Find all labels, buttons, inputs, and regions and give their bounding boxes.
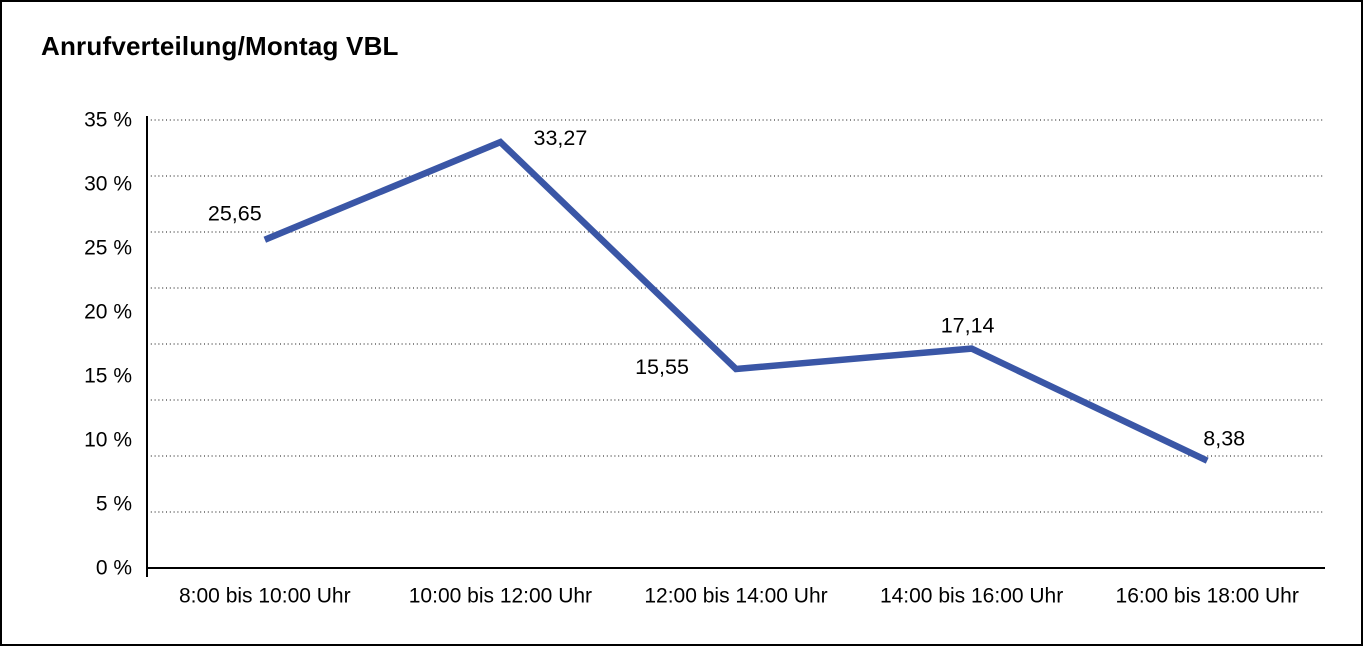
- y-axis-tick-label: 20 %: [84, 301, 132, 324]
- value-label: 25,65: [208, 202, 262, 226]
- y-axis-tick-label: 0 %: [96, 557, 132, 580]
- y-axis-tick-label: 10 %: [84, 429, 132, 452]
- x-axis-category-label: 14:00 bis 16:00 Uhr: [880, 585, 1063, 608]
- value-label: 15,55: [635, 355, 689, 379]
- value-label: 33,27: [533, 126, 587, 150]
- value-label: 17,14: [941, 314, 995, 338]
- x-axis-category-label: 8:00 bis 10:00 Uhr: [179, 585, 351, 608]
- x-axis-category-label: 10:00 bis 12:00 Uhr: [409, 585, 592, 608]
- y-axis-tick-label: 25 %: [84, 237, 132, 260]
- value-label: 8,38: [1203, 427, 1245, 451]
- series-line: [263, 138, 1209, 464]
- y-axis-tick-label: 5 %: [96, 493, 132, 516]
- y-axis-tick-label: 15 %: [84, 365, 132, 388]
- y-axis-tick-label: 30 %: [84, 173, 132, 196]
- x-axis-category-label: 12:00 bis 14:00 Uhr: [644, 585, 827, 608]
- chart-title: Anrufverteilung/Montag VBL: [41, 31, 399, 61]
- y-axis-tick-label: 35 %: [84, 109, 132, 132]
- x-axis-category-label: 16:00 bis 18:00 Uhr: [1116, 585, 1299, 608]
